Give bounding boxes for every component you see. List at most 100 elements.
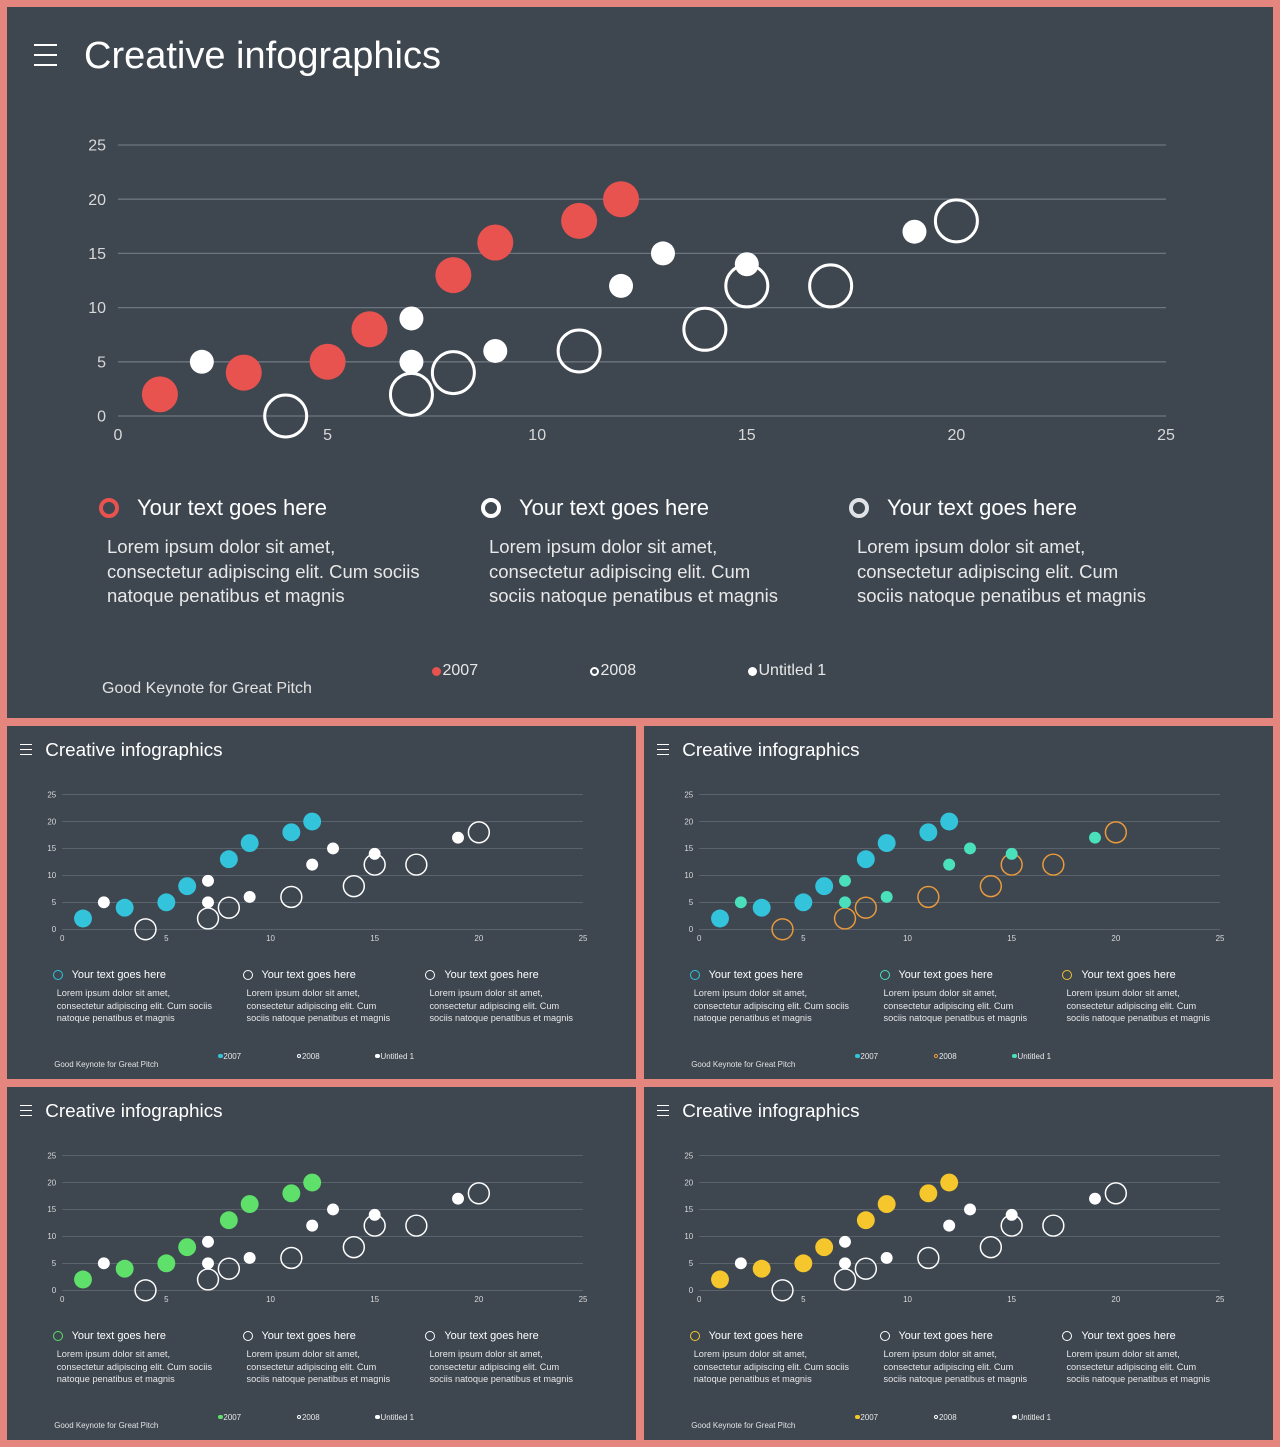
menu-icon[interactable] (657, 1105, 669, 1117)
legend-marker-icon (218, 1053, 223, 1059)
point-untitled-1 (368, 847, 381, 860)
point-2008 (405, 1214, 428, 1237)
text-block-body-line: Lorem ipsum dolor sit amet, (107, 536, 336, 557)
text-block-heading: Your text goes here (708, 968, 803, 981)
text-block-body-line: Lorem ipsum dolor sit amet, (429, 988, 543, 999)
ring-bullet-icon (52, 1330, 63, 1341)
text-block: Your text goes here Lorem ipsum dolor sit… (242, 1330, 391, 1385)
text-block-body-line: Lorem ipsum dolor sit amet, (56, 988, 171, 999)
text-block-body-line: Lorem ipsum dolor sit amet, (857, 536, 1086, 557)
point-2007 (178, 877, 197, 896)
ring-bullet-icon (849, 498, 869, 518)
y-tick-label: 15 (88, 246, 106, 263)
point-untitled-1 (327, 1203, 339, 1216)
legend-marker-icon (218, 1414, 223, 1420)
x-tick-label: 0 (697, 1295, 702, 1304)
text-block: Your text goes here Lorem ipsum dolor sit… (689, 968, 849, 1024)
legend-item: 2008 (933, 1052, 957, 1061)
ring-bullet-icon (242, 1330, 253, 1341)
legend-label: 2007 (223, 1051, 242, 1061)
legend-marker-icon (748, 666, 757, 676)
slide-main: Creative infographics 0 5 10 15 20 25 0 5 10 15 20 2… (7, 7, 1273, 718)
x-tick-label: 10 (266, 934, 275, 943)
y-tick-label: 20 (47, 817, 56, 826)
point-2007 (940, 812, 959, 831)
point-2007 (561, 202, 598, 239)
y-tick-label: 15 (47, 1205, 56, 1214)
text-block-body-line: natoque penatibus et magnis (56, 1373, 175, 1384)
text-block-heading: Your text goes here (708, 1329, 803, 1342)
menu-icon[interactable] (34, 44, 57, 66)
y-tick-label: 0 (689, 925, 694, 934)
legend-marker-icon (590, 666, 599, 676)
slide-blue: Creative infographics 0 5 10 15 20 25 0 5 10 15 20 2… (7, 726, 636, 1079)
x-tick-label: 0 (60, 1295, 65, 1304)
point-2007 (711, 909, 729, 928)
point-2007 (752, 898, 771, 917)
menu-icon[interactable] (20, 744, 32, 756)
x-tick-label: 10 (903, 934, 912, 943)
point-2007 (794, 1254, 813, 1273)
point-untitled-1 (839, 1257, 851, 1270)
slide-blue-orange: Creative infographics 0 5 10 15 20 25 0 5 10 15 20 2… (644, 726, 1273, 1079)
x-tick-label: 0 (60, 934, 65, 943)
y-tick-label: 10 (684, 1232, 693, 1241)
legend-label: 2008 (600, 662, 637, 679)
point-2008 (854, 896, 878, 919)
point-2008 (979, 1235, 1003, 1259)
ring-bullet-icon (689, 1330, 700, 1341)
x-tick-label: 5 (801, 934, 806, 943)
text-block-body-line: Lorem ipsum dolor sit amet, (429, 1349, 543, 1360)
point-2008 (833, 1268, 857, 1291)
point-2007 (303, 812, 322, 831)
text-block-body-line: Lorem ipsum dolor sit amet, (883, 1349, 997, 1360)
point-2008 (1042, 853, 1065, 876)
point-2007 (711, 1270, 729, 1289)
legend-item: 2007 (855, 1052, 878, 1061)
legend-label: 2007 (860, 1051, 879, 1061)
legend-marker-icon (933, 1053, 939, 1059)
legend-label: 2007 (860, 1412, 879, 1422)
y-tick-label: 0 (97, 409, 106, 426)
point-2007 (919, 823, 938, 842)
legend-label: 2008 (301, 1412, 320, 1422)
point-2007 (309, 343, 346, 380)
y-tick-label: 5 (97, 354, 106, 371)
menu-icon[interactable] (657, 744, 669, 756)
ring-bullet-icon (481, 498, 501, 518)
text-block: Your text goes here Lorem ipsum dolor sit… (99, 495, 420, 609)
legend-label: Untitled 1 (380, 1412, 415, 1422)
text-block-heading: Your text goes here (71, 968, 166, 981)
text-block-heading: Your text goes here (887, 495, 1077, 520)
point-untitled-1 (306, 858, 319, 871)
point-2007 (856, 1211, 875, 1230)
x-tick-label: 20 (1111, 1295, 1120, 1304)
text-block-body-line: sociis natoque penatibus et magnis (246, 1373, 391, 1384)
point-2008 (808, 263, 854, 309)
point-2007 (157, 893, 176, 912)
legend-marker-icon (1012, 1414, 1017, 1420)
text-block-body-line: sociis natoque penatibus et magnis (489, 585, 778, 606)
x-tick-label: 10 (528, 427, 546, 444)
x-tick-label: 15 (1007, 1295, 1016, 1304)
ring-bullet-icon (879, 969, 890, 980)
point-2007 (219, 850, 238, 869)
text-block-body-line: sociis natoque penatibus et magnis (429, 1012, 573, 1023)
y-tick-label: 20 (684, 1178, 693, 1187)
x-tick-label: 0 (697, 934, 702, 943)
point-2008 (134, 918, 157, 941)
y-tick-label: 25 (684, 1151, 693, 1160)
text-block: Your text goes here Lorem ipsum dolor sit… (52, 1330, 212, 1385)
text-block: Your text goes here Lorem ipsum dolor sit… (689, 1329, 849, 1385)
text-block-heading: Your text goes here (137, 495, 327, 520)
legend-item: 2008 (296, 1412, 320, 1422)
point-2007 (435, 257, 472, 294)
menu-icon[interactable] (20, 1105, 32, 1117)
x-tick-label: 10 (903, 1295, 912, 1304)
y-tick-label: 25 (684, 790, 693, 799)
point-2007 (856, 850, 875, 869)
point-untitled-1 (943, 858, 956, 871)
point-2007 (752, 1259, 771, 1278)
x-tick-label: 25 (1216, 1295, 1225, 1304)
x-tick-label: 5 (801, 1295, 806, 1304)
